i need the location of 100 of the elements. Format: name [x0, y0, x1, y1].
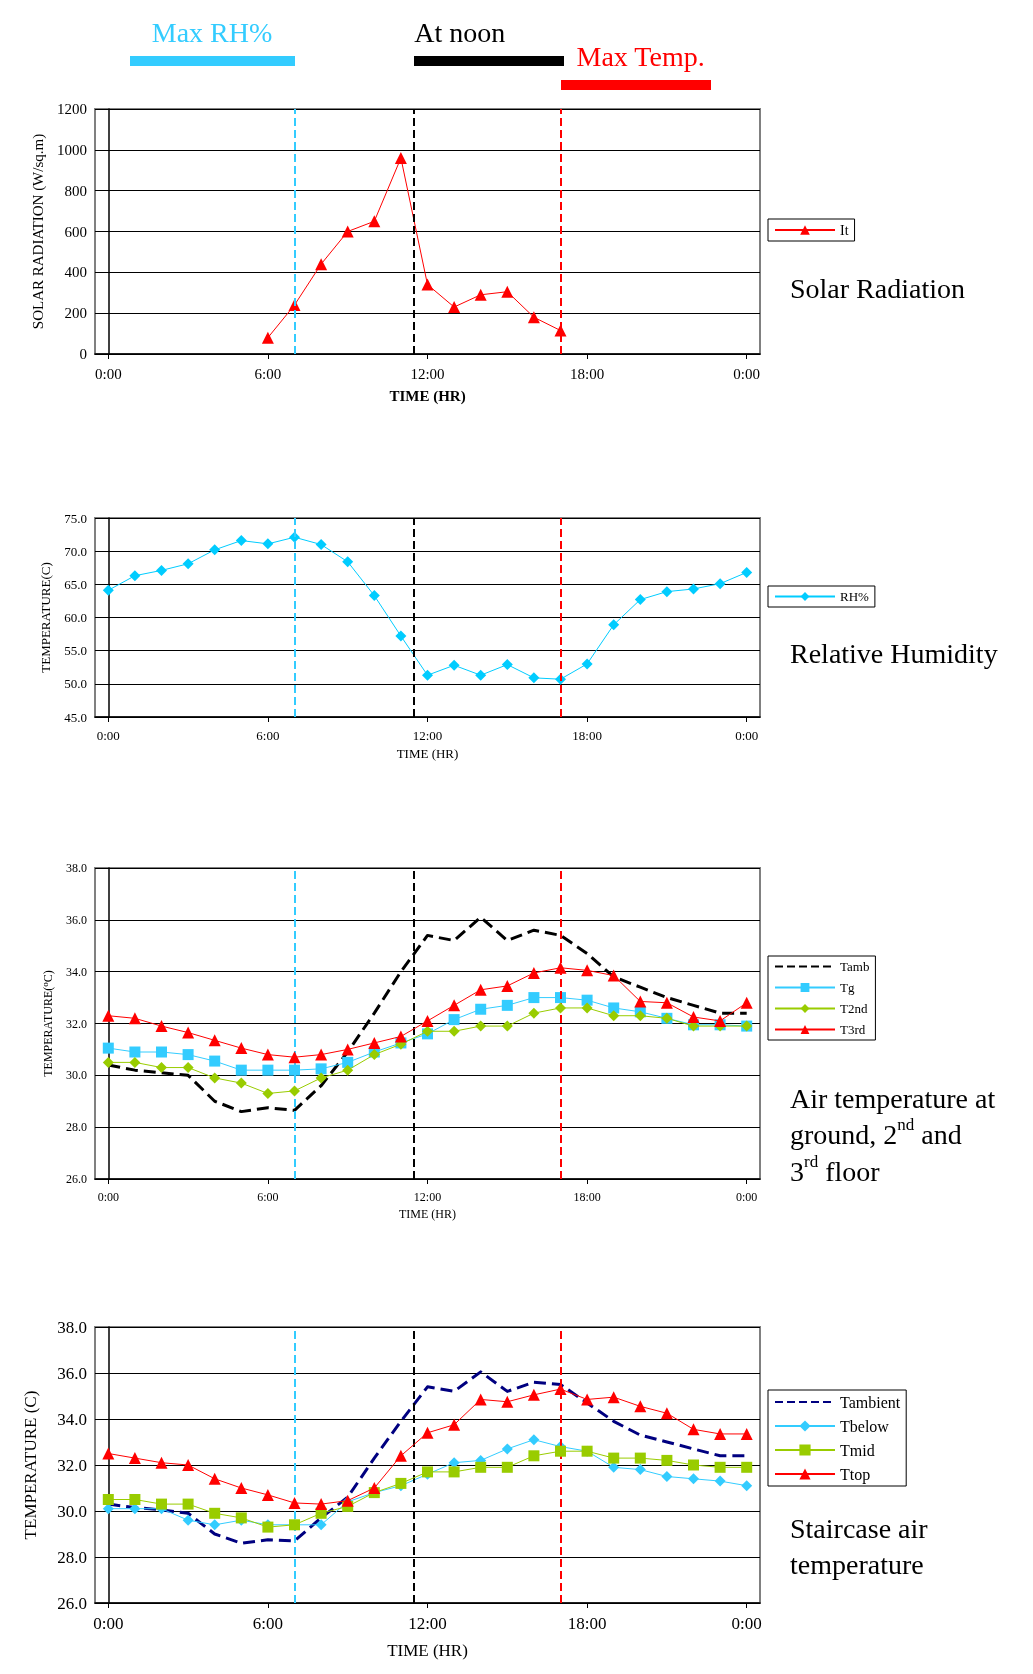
point	[394, 1030, 407, 1043]
point	[209, 1507, 221, 1519]
legend-label: Ttop	[840, 1465, 871, 1484]
point	[581, 994, 593, 1006]
point	[342, 1064, 354, 1076]
y-tick-label: 65.0	[64, 576, 87, 592]
point	[156, 1062, 167, 1074]
y-tick-label: 32.0	[66, 1016, 87, 1031]
point	[687, 1423, 700, 1436]
x-tick-label: 0:00	[733, 365, 761, 382]
point	[474, 288, 487, 301]
point	[474, 983, 487, 996]
point	[262, 538, 274, 550]
point	[448, 1418, 461, 1431]
point	[129, 570, 141, 582]
point	[741, 1461, 753, 1473]
point	[555, 1445, 566, 1457]
y-tick-label: 1000	[57, 141, 87, 158]
point	[128, 1012, 141, 1025]
point	[528, 672, 540, 684]
point	[368, 1482, 381, 1494]
point	[421, 278, 434, 291]
point	[714, 1461, 726, 1473]
point	[315, 1072, 327, 1084]
x-tick-label: 18:00	[572, 728, 602, 743]
point	[527, 966, 540, 979]
point	[208, 1034, 221, 1047]
point	[155, 1456, 168, 1469]
point	[422, 669, 433, 681]
point	[688, 1459, 699, 1471]
point	[182, 1049, 194, 1061]
point	[341, 225, 354, 238]
point	[581, 658, 593, 670]
point	[368, 215, 381, 228]
point	[315, 1519, 327, 1531]
legend-label: Tambient	[840, 1393, 901, 1411]
y-tick-label: 38.0	[57, 1317, 87, 1337]
point	[501, 1395, 514, 1408]
x-tick-label: 18:00	[573, 1190, 601, 1204]
legend-label: Tmid	[840, 1441, 875, 1459]
point	[475, 669, 487, 681]
y-axis-title: TEMPERATURE(C)	[38, 562, 54, 673]
point	[182, 1459, 195, 1471]
y-axis-title: TEMPERATURE(oC)	[39, 970, 55, 1077]
point	[607, 969, 620, 982]
point	[527, 311, 540, 324]
y-tick-label: 32.0	[57, 1455, 87, 1475]
point	[581, 1393, 594, 1406]
point	[129, 1046, 141, 1058]
y-tick-label: 26.0	[66, 1172, 87, 1186]
x-tick-label: 0:00	[731, 1614, 762, 1633]
point	[288, 1051, 301, 1064]
x-tick-label: 0:00	[97, 1190, 119, 1204]
point	[555, 1002, 566, 1014]
point	[341, 1043, 354, 1056]
point	[661, 1471, 673, 1482]
point	[448, 301, 461, 314]
text: Staircase air temperature	[790, 1512, 929, 1581]
point	[261, 331, 274, 344]
y-tick-label: 60.0	[64, 610, 87, 625]
point	[235, 1042, 248, 1055]
point	[501, 1443, 513, 1455]
point	[714, 578, 726, 590]
x-axis-title: TIME (HR)	[387, 1641, 468, 1661]
point	[182, 1062, 194, 1074]
point	[156, 564, 167, 576]
point	[501, 1461, 513, 1473]
point	[315, 1498, 328, 1511]
y-tick-label: 200	[64, 305, 87, 322]
point	[554, 1383, 567, 1396]
point	[315, 258, 328, 271]
x-tick-label: 12:00	[410, 365, 445, 382]
point	[527, 1388, 540, 1401]
point	[235, 1064, 247, 1076]
legend-label: Tbelow	[840, 1417, 890, 1435]
y-axis-title: TEMPERATURE (C)	[20, 1390, 40, 1540]
point	[235, 535, 247, 547]
point	[182, 558, 194, 570]
point	[608, 1010, 620, 1022]
point	[581, 964, 594, 977]
legend-label: T3rd	[840, 1022, 866, 1037]
y-tick-label: 600	[64, 223, 87, 240]
point	[608, 1452, 620, 1464]
point	[634, 1452, 646, 1464]
point	[688, 583, 699, 595]
ref-line-label: Max Temp.	[576, 40, 705, 72]
point	[741, 566, 753, 578]
point	[528, 992, 540, 1004]
point	[315, 539, 327, 551]
y-tick-label: 55.0	[64, 643, 87, 659]
point	[102, 1056, 114, 1068]
point	[501, 285, 514, 298]
point	[661, 586, 673, 598]
legend-label: T2nd	[840, 1001, 868, 1016]
x-tick-label: 0:00	[735, 728, 759, 743]
y-tick-label: 34.0	[66, 964, 87, 979]
point	[501, 659, 513, 671]
point	[262, 1087, 274, 1099]
point	[102, 1042, 114, 1054]
point	[182, 1514, 194, 1526]
